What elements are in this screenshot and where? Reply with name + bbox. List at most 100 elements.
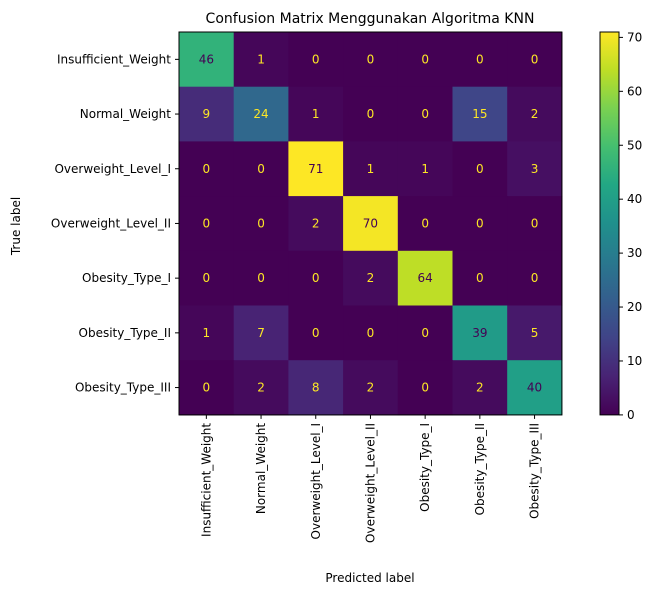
colorbar-tick-label: 70 xyxy=(627,30,642,44)
y-tick-label: Insufficient_Weight xyxy=(57,52,171,66)
heatmap-cell xyxy=(397,141,453,197)
colorbar-gradient xyxy=(599,31,620,416)
cell-value-label: 0 xyxy=(476,52,484,66)
cell-value-label: 0 xyxy=(312,326,320,340)
colorbar-tick-label: 50 xyxy=(627,138,642,152)
heatmap-cell xyxy=(507,360,563,416)
cell-value-label: 40 xyxy=(527,381,542,395)
heatmap-cell xyxy=(452,250,508,306)
y-tick-label: Obesity_Type_III xyxy=(75,381,171,395)
heatmap-cell xyxy=(233,32,289,88)
cell-value-label: 0 xyxy=(367,107,375,121)
cell-value-label: 0 xyxy=(257,162,265,176)
colorbar-tick-label: 20 xyxy=(627,300,642,314)
cell-value-label: 8 xyxy=(312,381,320,395)
cell-value-label: 24 xyxy=(253,107,268,121)
cell-value-label: 2 xyxy=(367,271,375,285)
cell-value-label: 2 xyxy=(476,381,484,395)
heatmap-cell xyxy=(288,196,344,252)
cell-value-label: 0 xyxy=(421,52,429,66)
heatmap-cell xyxy=(288,250,344,306)
cell-value-label: 0 xyxy=(476,216,484,230)
x-axis-title: Predicted label xyxy=(325,571,414,585)
y-tick-label: Overweight_Level_II xyxy=(51,216,171,230)
y-tick-label: Overweight_Level_I xyxy=(54,162,171,176)
cell-value-label: 0 xyxy=(203,381,211,395)
cell-value-label: 0 xyxy=(312,271,320,285)
heatmap-cell xyxy=(452,141,508,197)
x-tick-label: Overweight_Level_I xyxy=(309,423,323,540)
x-tick-label: Insufficient_Weight xyxy=(199,423,213,537)
matrix-plot-area: 46 1 0 0 0 0 09 24 1 0 0 15 20 0 71 1 1 0 30 0 2 70 0 0 00 0 0 2 64 0… xyxy=(178,31,563,416)
cell-value-label: 2 xyxy=(312,216,320,230)
heatmap-cell xyxy=(179,86,235,142)
cell-value-label: 39 xyxy=(472,326,487,340)
heatmap-cell xyxy=(233,141,289,197)
heatmap-cell xyxy=(343,196,399,252)
cell-value-label: 15 xyxy=(472,107,487,121)
x-tick-label: Normal_Weight xyxy=(254,423,268,515)
heatmap-cell xyxy=(397,360,453,416)
cell-value-label: 9 xyxy=(203,107,211,121)
heatmap-cell xyxy=(343,250,399,306)
heatmap-cell xyxy=(397,305,453,361)
x-tick-label: Overweight_Level_II xyxy=(363,423,377,543)
heatmap-cell xyxy=(343,305,399,361)
cell-value-label: 1 xyxy=(312,107,320,121)
heatmap-cell xyxy=(179,32,235,88)
heatmap-cell xyxy=(233,196,289,252)
heatmap-cell xyxy=(288,360,344,416)
heatmap-cell xyxy=(288,86,344,142)
heatmap-cell xyxy=(179,196,235,252)
x-tick-label: Obesity_Type_II xyxy=(473,423,487,515)
cell-value-label: 0 xyxy=(203,216,211,230)
colorbar-tick-label: 0 xyxy=(627,408,635,422)
heatmap-cell xyxy=(288,305,344,361)
heatmap-cell xyxy=(343,86,399,142)
heatmap-cell xyxy=(452,86,508,142)
cell-value-label: 1 xyxy=(421,162,429,176)
cell-value-label: 0 xyxy=(367,52,375,66)
heatmap-cell xyxy=(452,32,508,88)
cell-value-label: 0 xyxy=(531,216,539,230)
heatmap-cell xyxy=(397,86,453,142)
heatmap-cell xyxy=(343,141,399,197)
cell-value-label: 0 xyxy=(203,162,211,176)
heatmap-cell xyxy=(233,250,289,306)
heatmap-cell xyxy=(507,250,563,306)
cell-value-label: 0 xyxy=(367,326,375,340)
cell-value-label: 70 xyxy=(363,216,378,230)
colorbar-tick-label: 40 xyxy=(627,192,642,206)
colorbar-tick-label: 10 xyxy=(627,354,642,368)
chart-title: Confusion Matrix Menggunakan Algoritma K… xyxy=(206,11,535,27)
cell-value-label: 64 xyxy=(418,271,433,285)
heatmap-cell xyxy=(507,141,563,197)
cell-value-label: 0 xyxy=(531,271,539,285)
y-tick-labels: Insufficient_Weight Normal_Weight Overweig… xyxy=(51,52,179,395)
heatmap-cell xyxy=(179,250,235,306)
heatmap-cell xyxy=(179,305,235,361)
cell-value-label: 0 xyxy=(203,271,211,285)
heatmap-cell xyxy=(343,32,399,88)
x-tick-label: Obesity_Type_III xyxy=(528,423,542,519)
colorbar-tick-label: 60 xyxy=(627,84,642,98)
heatmap-cell xyxy=(288,32,344,88)
colorbar: 0 10 20 30 40 50 60 70 xyxy=(599,30,642,422)
cell-value-label: 1 xyxy=(203,326,211,340)
cell-value-label: 0 xyxy=(421,381,429,395)
cell-value-label: 5 xyxy=(531,326,539,340)
cell-value-label: 71 xyxy=(308,162,323,176)
cell-value-label: 0 xyxy=(476,271,484,285)
y-tick-label: Normal_Weight xyxy=(80,107,172,121)
cell-value-label: 1 xyxy=(257,52,265,66)
cell-value-label: 1 xyxy=(367,162,375,176)
x-tick-labels: Insufficient_Weight Normal_Weight Overweig… xyxy=(199,414,542,543)
cell-value-label: 0 xyxy=(312,52,320,66)
heatmap-cell xyxy=(179,360,235,416)
y-tick-label: Obesity_Type_II xyxy=(79,326,171,340)
cell-value-label: 0 xyxy=(257,216,265,230)
cell-value-label: 2 xyxy=(257,381,265,395)
cell-value-label: 0 xyxy=(421,216,429,230)
cell-value-label: 2 xyxy=(531,107,539,121)
